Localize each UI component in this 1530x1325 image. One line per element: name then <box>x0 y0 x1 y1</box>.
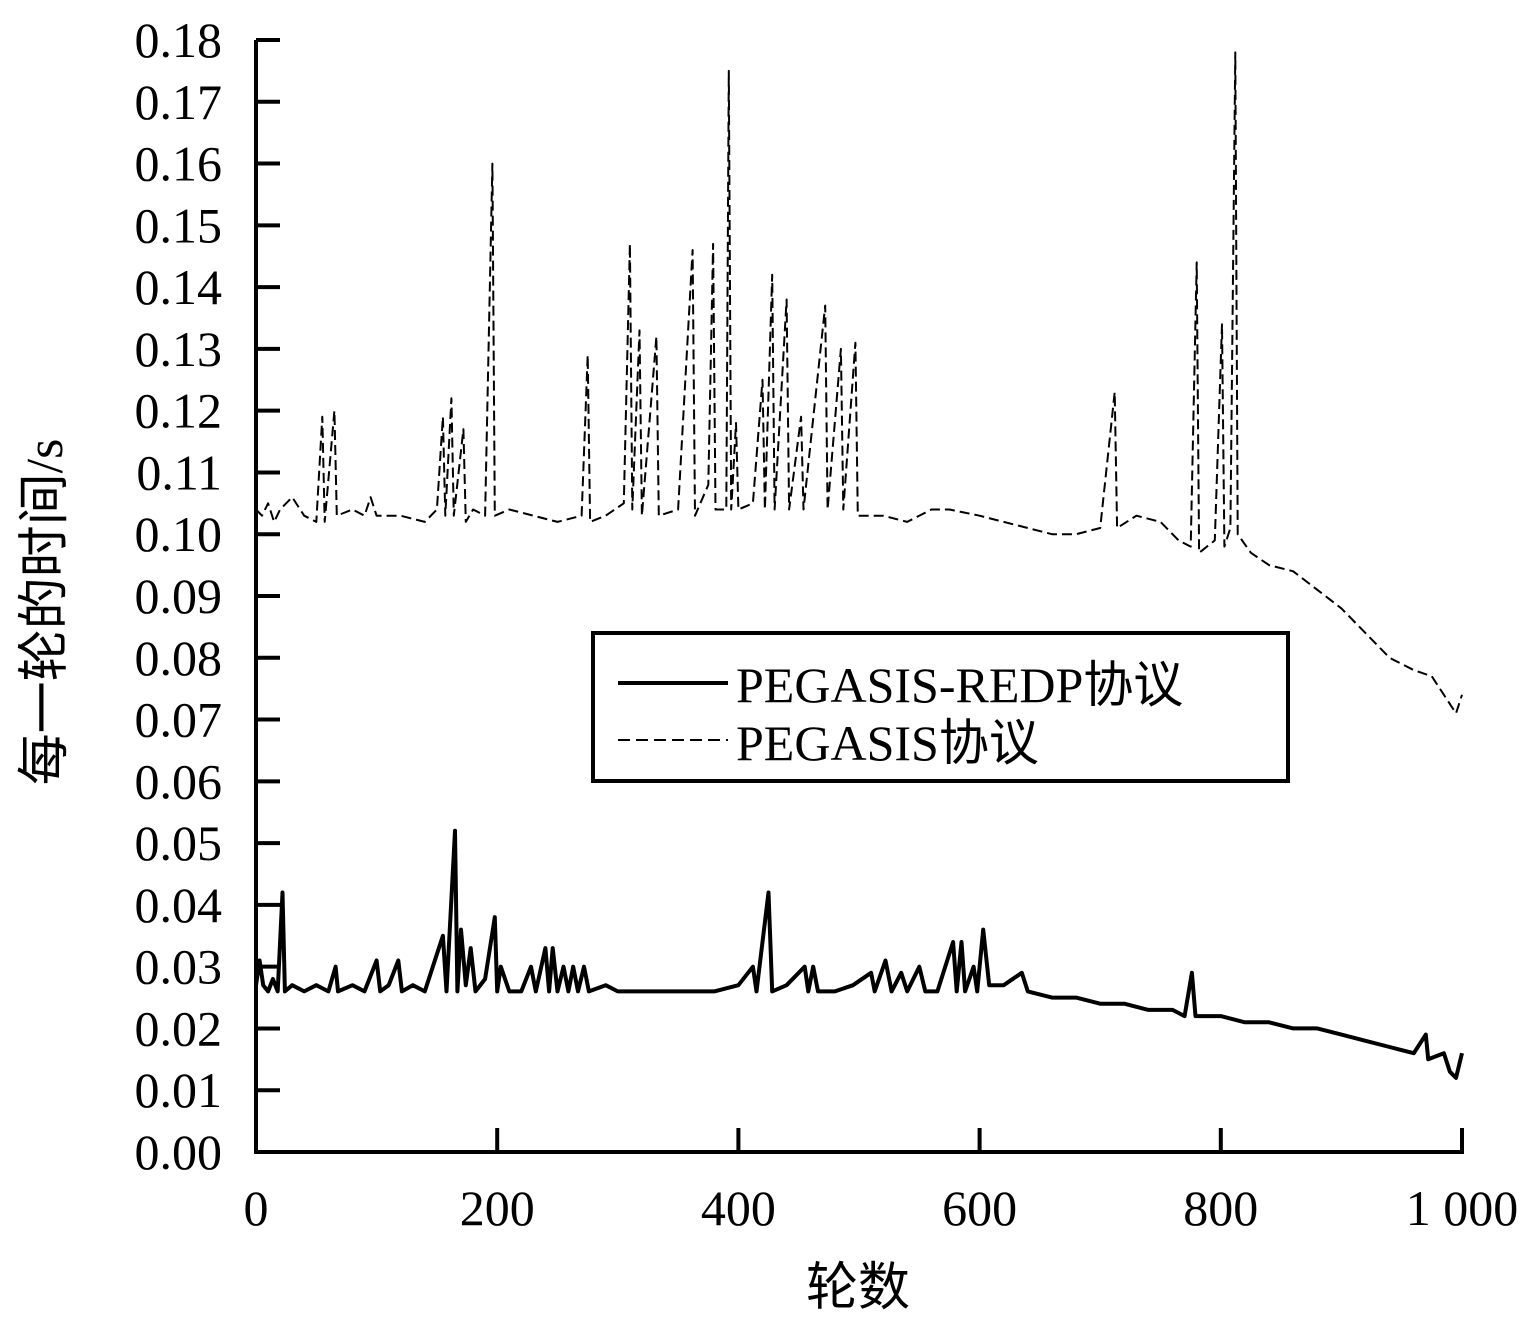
y-tick-label: 0.14 <box>135 259 223 315</box>
y-tick-label: 0.07 <box>135 692 223 748</box>
y-tick-label: 0.06 <box>135 753 223 809</box>
legend-label-pegasis: PEGASIS协议 <box>736 715 1039 771</box>
y-tick-label: 0.05 <box>135 815 223 871</box>
x-tick-label: 200 <box>460 1180 535 1236</box>
y-tick-label: 0.16 <box>135 136 223 192</box>
y-tick-label: 0.00 <box>135 1124 223 1180</box>
x-axis-title: 轮数 <box>806 1260 910 1317</box>
y-tick-label: 0.01 <box>135 1062 223 1118</box>
series-line-pegasis <box>255 51 1463 715</box>
y-tick-label: 0.10 <box>135 506 223 562</box>
x-tick-label: 600 <box>942 1180 1017 1236</box>
x-tick-label: 400 <box>701 1180 776 1236</box>
x-tick-label: 0 <box>244 1180 269 1236</box>
y-axis-title: 每一轮的时间/s <box>17 439 74 786</box>
series-layer <box>254 51 1464 1080</box>
axes <box>254 40 1464 1154</box>
legend-label-pegasis-redp: PEGASIS-REDP协议 <box>736 657 1183 713</box>
y-tick-label: 0.04 <box>135 877 223 933</box>
legend: PEGASIS-REDP协议 PEGASIS协议 <box>591 631 1290 783</box>
y-tick-label: 0.12 <box>135 383 223 439</box>
ticks: 0.00 0.01 0.020.03 0.04 0.05 0.060.07 0.08 0.09… <box>135 12 1519 1236</box>
series-line-pegasis-redp <box>254 828 1464 1080</box>
x-tick-label: 800 <box>1183 1180 1258 1236</box>
y-tick-label: 0.17 <box>135 74 223 130</box>
y-tick-label: 0.02 <box>135 1000 223 1056</box>
legend-box <box>591 631 1290 783</box>
y-tick-label: 0.08 <box>135 630 223 686</box>
y-tick-label: 0.15 <box>135 197 223 253</box>
y-tick-label: 0.03 <box>135 939 223 995</box>
y-tick-label: 0.13 <box>135 321 223 377</box>
y-tick-label: 0.09 <box>135 568 223 624</box>
y-tick-label: 0.11 <box>136 444 222 500</box>
x-tick-label: 1 000 <box>1406 1180 1519 1236</box>
y-tick-label: 0.18 <box>135 12 223 68</box>
